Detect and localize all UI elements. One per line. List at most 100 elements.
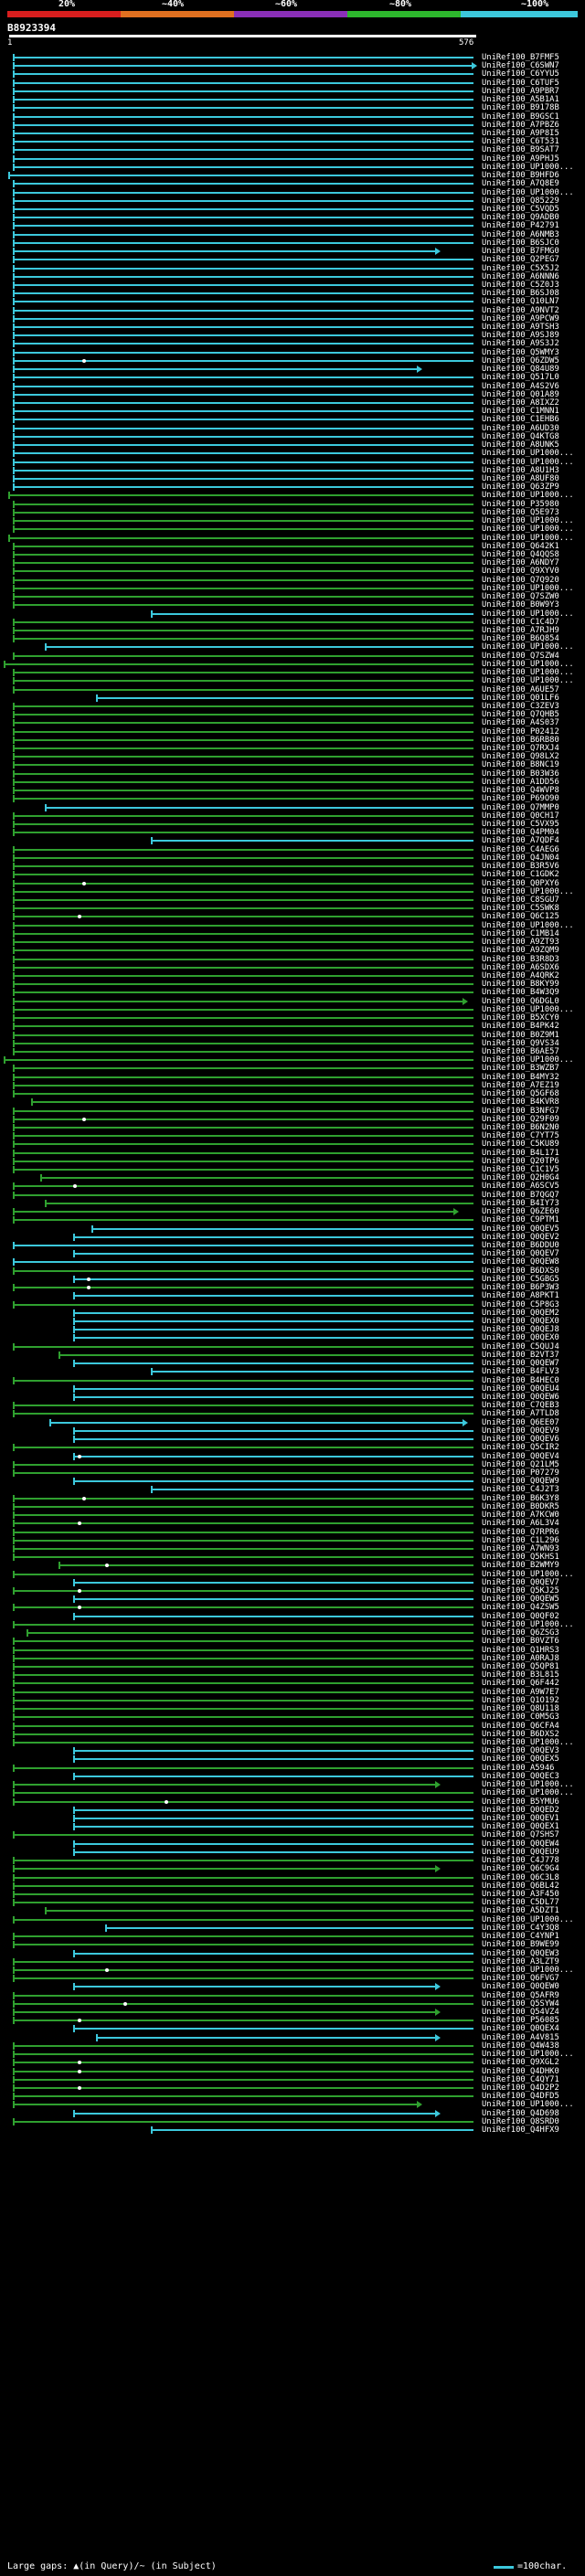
hit-label-link[interactable]: UniRef100_A7EZ19 [482,1081,559,1090]
hit-bar[interactable] [13,888,473,896]
hit-bar[interactable] [13,113,473,121]
hit-label-link[interactable]: UniRef100_A7RJH9 [482,626,559,635]
hit-bar[interactable] [13,2068,473,2075]
hit-bar[interactable] [13,880,473,887]
hit-bar[interactable] [27,1629,473,1637]
hit-bar[interactable] [13,1074,473,1081]
hit-bar[interactable] [13,719,473,726]
hit-bar[interactable] [13,2042,473,2050]
hit-label-link[interactable]: UniRef100_Q54VZ4 [482,2008,559,2017]
hit-bar[interactable] [13,1014,473,1022]
hit-bar[interactable] [13,80,473,87]
hit-label-link[interactable]: UniRef100_C1C4D7 [482,618,559,627]
hit-label-link[interactable]: UniRef100_Q4W438 [482,2041,559,2051]
hit-bar[interactable] [45,1907,473,1914]
hit-bar[interactable] [72,1950,473,1957]
hit-label-link[interactable]: UniRef100_B3R5V6 [482,862,559,871]
hit-bar[interactable] [13,947,473,954]
hit-label-link[interactable]: UniRef100_P07279 [482,1468,559,1478]
hit-label-link[interactable]: UniRef100_C1EHB6 [482,415,559,424]
hit-label-link[interactable]: UniRef100_Q4ZSW5 [482,1603,559,1612]
hit-bar[interactable] [13,1891,473,1898]
hit-bar[interactable] [72,1840,473,1848]
hit-label-link[interactable]: UniRef100_B0W9Y3 [482,600,559,610]
hit-bar[interactable] [13,408,473,415]
hit-bar[interactable] [13,1284,473,1291]
hit-label-link[interactable]: UniRef100_B4FLV3 [482,1367,559,1376]
hit-bar[interactable] [72,1318,473,1325]
hit-bar[interactable] [13,1140,473,1148]
hit-bar[interactable] [13,70,473,78]
hit-label-link[interactable]: UniRef100_P35980 [482,500,559,509]
hit-bar[interactable] [13,601,473,609]
hit-bar[interactable] [13,913,473,920]
hit-label-link[interactable]: UniRef100_B3WZB7 [482,1064,559,1073]
hit-bar[interactable] [72,1436,473,1443]
hit-label-link[interactable]: UniRef100_Q10LN7 [482,297,559,306]
hit-label-link[interactable]: UniRef100_A4QRK2 [482,971,559,981]
hit-label-link[interactable]: UniRef100_A9PHJ5 [482,154,559,164]
hit-bar[interactable] [13,315,473,323]
hit-bar[interactable] [13,1377,473,1384]
hit-bar[interactable] [13,1158,473,1165]
hit-bar[interactable] [13,441,473,449]
hit-bar[interactable] [13,964,473,971]
hit-bar[interactable] [13,1124,473,1131]
hit-label-link[interactable]: UniRef100_UP1000... [482,2100,574,2109]
hit-label-link[interactable]: UniRef100_Q4D2P2 [482,2083,559,2093]
hit-label-link[interactable]: UniRef100_Q7RPR6 [482,1528,559,1537]
hit-bar[interactable] [72,1250,473,1257]
hit-bar[interactable] [13,1857,473,1864]
hit-bar[interactable] [13,1208,459,1215]
hit-bar[interactable] [13,896,473,904]
hit-bar[interactable] [151,610,473,618]
hit-bar[interactable] [13,753,473,760]
hit-label-link[interactable]: UniRef100_B03W36 [482,769,559,779]
hit-bar[interactable] [13,1065,473,1072]
hit-label-link[interactable]: UniRef100_C3ZEV3 [482,702,559,711]
hit-label-link[interactable]: UniRef100_Q0QEV5 [482,1224,559,1234]
hit-label-link[interactable]: UniRef100_Q5E973 [482,508,559,517]
hit-bar[interactable] [72,1394,473,1401]
hit-label-link[interactable]: UniRef100_Q5WMY3 [482,348,559,357]
hit-bar[interactable] [13,1267,473,1275]
hit-label-link[interactable]: UniRef100_C5P8G3 [482,1300,559,1309]
hit-bar[interactable] [95,694,473,702]
hit-label-link[interactable]: UniRef100_UP1000... [482,668,574,677]
hit-bar[interactable] [13,922,473,929]
hit-bar[interactable] [13,248,441,255]
hit-label-link[interactable]: UniRef100_B2WMY9 [482,1561,559,1570]
hit-bar[interactable] [13,62,477,69]
hit-bar[interactable] [45,643,473,651]
hit-label-link[interactable]: UniRef100_Q1O192 [482,1696,559,1705]
hit-bar[interactable] [13,871,473,878]
hit-label-link[interactable]: UniRef100_Q0QEW9 [482,1477,559,1486]
hit-bar[interactable] [13,981,473,988]
hit-bar[interactable] [13,1966,473,1974]
hit-label-link[interactable]: UniRef100_Q517L0 [482,373,559,382]
hit-label-link[interactable]: UniRef100_C6YYU5 [482,69,559,79]
hit-bar[interactable] [13,1789,473,1797]
hit-label-link[interactable]: UniRef100_A6NMB3 [482,230,559,239]
hit-label-link[interactable]: UniRef100_Q0QEU4 [482,1384,559,1394]
hit-bar[interactable] [13,525,473,533]
hit-label-link[interactable]: UniRef100_C5VX95 [482,820,559,829]
hit-label-link[interactable]: UniRef100_Q01LF6 [482,694,559,703]
hit-bar[interactable] [13,391,473,398]
hit-bar[interactable] [13,711,473,718]
hit-label-link[interactable]: UniRef100_C1GDK2 [482,870,559,879]
hit-bar[interactable] [13,619,473,626]
hit-label-link[interactable]: UniRef100_C4Y3Q8 [482,1924,559,1933]
hit-bar[interactable] [72,1309,473,1317]
hit-label-link[interactable]: UniRef100_B7QGQ7 [482,1191,559,1200]
hit-label-link[interactable]: UniRef100_B3NFG7 [482,1107,559,1116]
hit-bar[interactable] [13,1882,473,1890]
hit-bar[interactable] [13,281,473,289]
hit-label-link[interactable]: UniRef100_C6SWN7 [482,61,559,70]
hit-bar[interactable] [7,535,473,542]
hit-bar[interactable] [7,492,473,499]
hit-label-link[interactable]: UniRef100_UP1000... [482,1966,574,1975]
hit-label-link[interactable]: UniRef100_A9PCW9 [482,314,559,323]
hit-label-link[interactable]: UniRef100_C6T531 [482,137,559,146]
hit-bar[interactable] [13,770,473,778]
